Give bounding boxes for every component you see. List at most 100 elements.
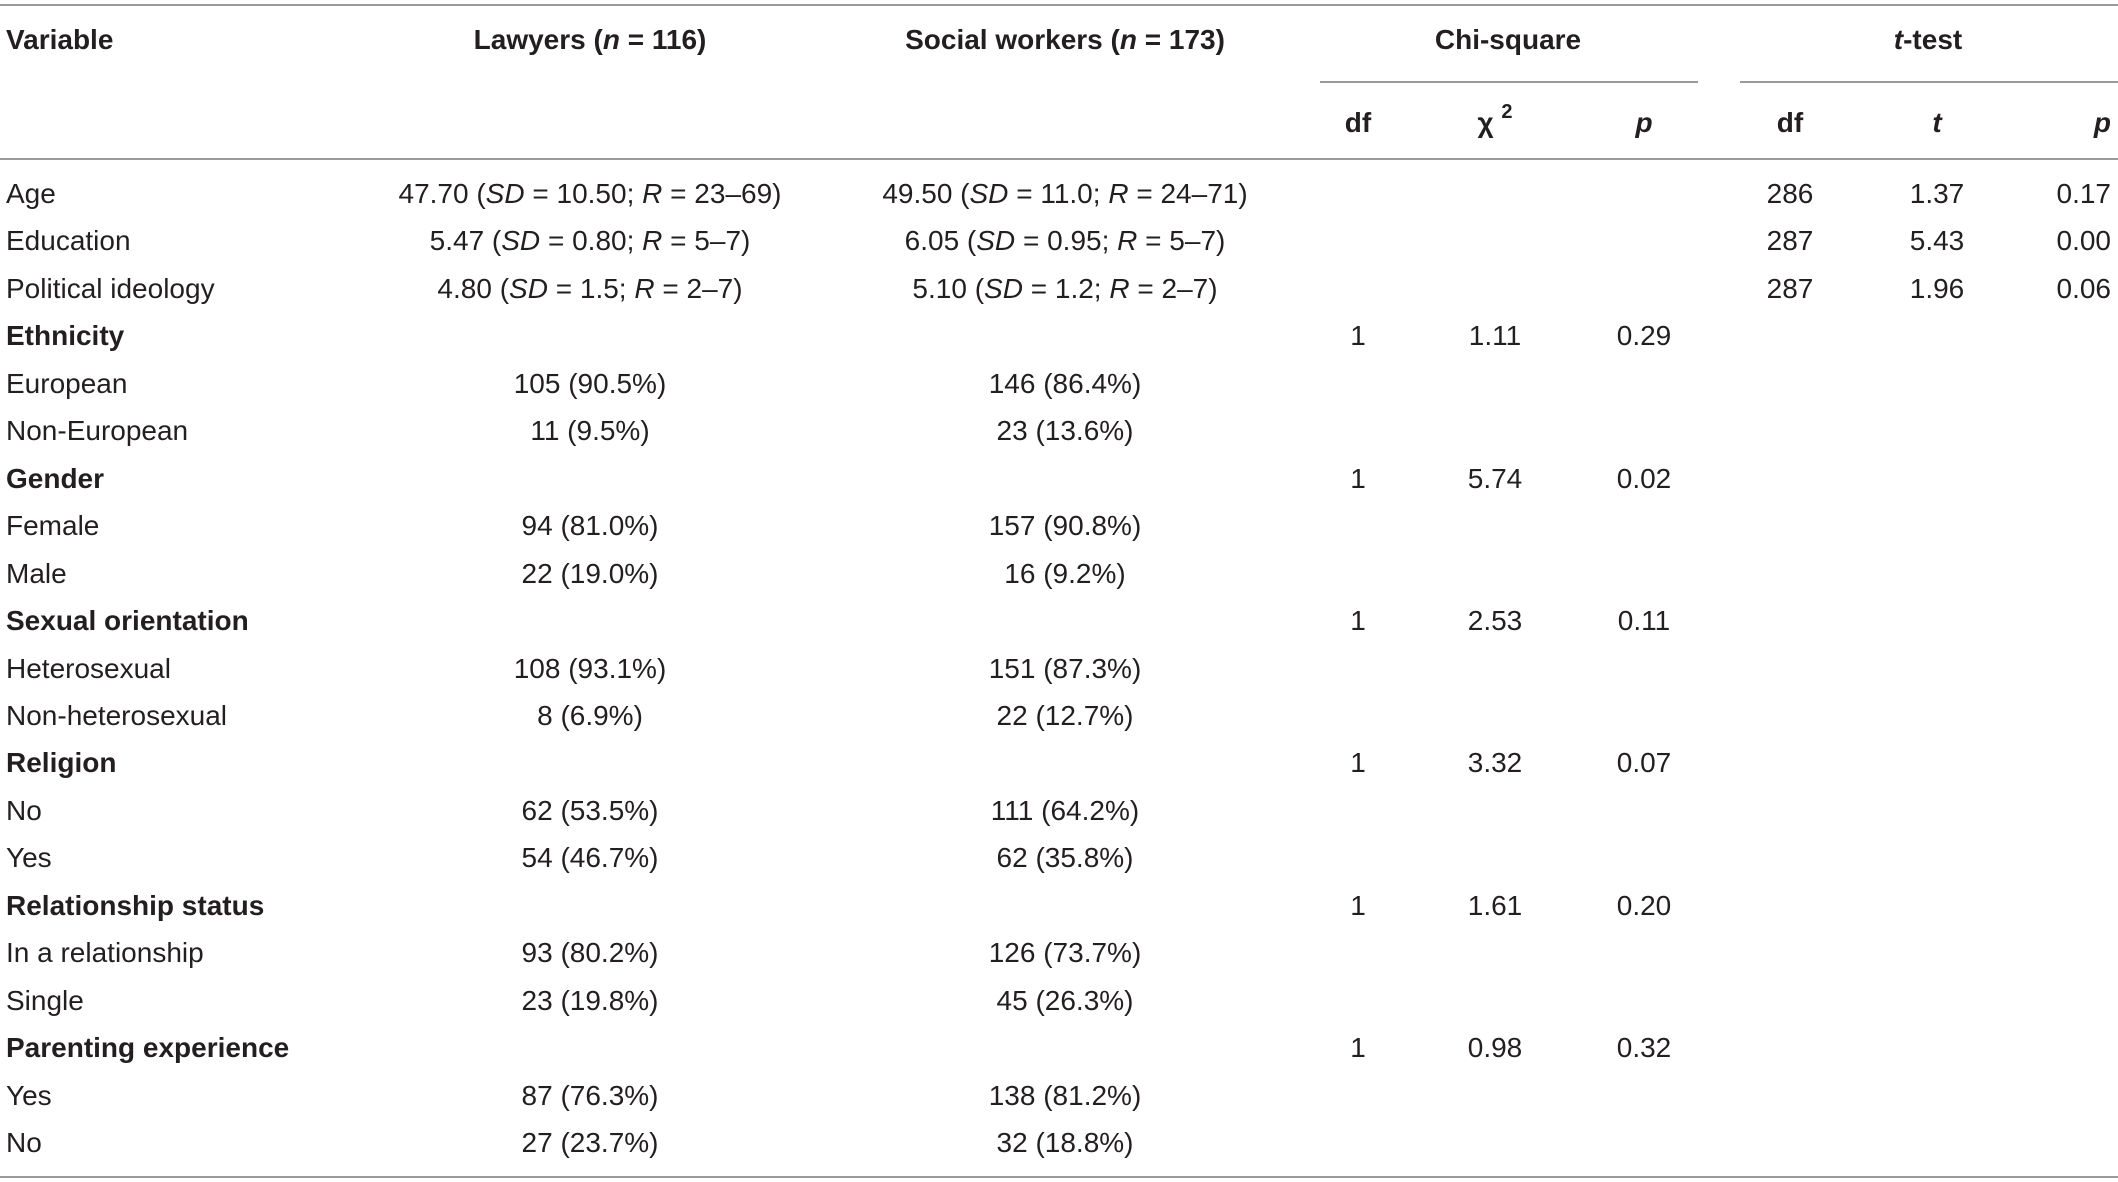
punctuation: = — [1008, 178, 1041, 209]
punctuation: = — [662, 178, 695, 209]
cell-range: 2–7 — [1161, 273, 1209, 304]
cell-lawyers: 11 (9.5%) — [530, 415, 650, 446]
stat-symbol: R — [634, 273, 655, 304]
cell-chi-df: 1 — [1350, 320, 1366, 351]
cell-label: Female — [6, 510, 100, 541]
cell-lawyers: 22 (19.0%) — [521, 558, 659, 589]
stat-symbol: R — [1108, 178, 1129, 209]
header-t-df: df — [1776, 107, 1804, 138]
cell-chi-p: 0.07 — [1616, 747, 1672, 778]
stat-symbol: R — [642, 178, 663, 209]
cell-label: Heterosexual — [6, 653, 171, 684]
cell-social: 126 (73.7%) — [988, 937, 1142, 968]
cell-chi-df: 1 — [1350, 890, 1366, 921]
cell-range: 5–7 — [1169, 225, 1217, 256]
cell-sd: 0.95 — [1047, 225, 1102, 256]
punctuation: = — [524, 178, 557, 209]
cell-lawyers: 8 (6.9%) — [537, 700, 643, 731]
cell-sd: 1.5 — [579, 273, 619, 304]
punctuation: ( — [952, 178, 970, 209]
cell-mean: 4.80 — [437, 273, 492, 304]
punctuation: ) — [1208, 273, 1218, 304]
cell-chi-stat: 0.98 — [1467, 1032, 1523, 1063]
cell-lawyers: 105 (90.5%) — [513, 368, 667, 399]
punctuation: = — [547, 273, 580, 304]
stat-symbol: SD — [976, 225, 1016, 256]
punctuation: ) — [772, 178, 782, 209]
t-test-span-rule — [1740, 81, 2118, 83]
cell-label: No — [6, 1127, 42, 1158]
punctuation: ; — [626, 178, 643, 209]
cell-lawyers: 47.70 (SD = 10.50; R = 23–69) — [398, 177, 781, 211]
cell-sd: 0.80 — [572, 225, 627, 256]
cell-label: European — [6, 368, 128, 399]
punctuation: = — [662, 225, 695, 256]
cell-t-t: 1.96 — [1909, 273, 1965, 304]
cell-sd: 11.0 — [1040, 178, 1093, 209]
header-social-post: = 173) — [1136, 24, 1225, 55]
header-lawyers: Lawyers (n = 116) — [474, 23, 707, 57]
cell-chi-stat: 5.74 — [1467, 463, 1523, 494]
punctuation: ; — [1092, 178, 1109, 209]
cell-t-df: 287 — [1766, 273, 1814, 304]
cell-t-p: 0.00 — [2056, 225, 2112, 256]
cell-range: 2–7 — [686, 273, 734, 304]
header-social-n: n — [1119, 24, 1137, 55]
punctuation: ) — [1216, 225, 1226, 256]
header-t-p: p — [2093, 107, 2111, 138]
cell-lawyers: 108 (93.1%) — [513, 653, 667, 684]
chi-square-span-rule — [1320, 81, 1698, 83]
cell-label: Political ideology — [6, 273, 215, 304]
punctuation: ; — [1101, 225, 1118, 256]
cell-sd: 1.2 — [1054, 273, 1094, 304]
header-variable: Variable — [6, 24, 114, 55]
punctuation: ( — [491, 273, 510, 304]
cell-range: 5–7 — [694, 225, 742, 256]
cell-chi-p: 0.29 — [1616, 320, 1672, 351]
punctuation: ( — [484, 225, 502, 256]
cell-label: Yes — [6, 842, 52, 873]
punctuation: = — [540, 225, 573, 256]
stat-symbol: SD — [984, 273, 1023, 304]
cell-mean: 49.50 — [882, 178, 953, 209]
cell-social: 22 (12.7%) — [996, 700, 1134, 731]
cell-chi-p: 0.11 — [1617, 605, 1671, 636]
cell-social: 23 (13.6%) — [996, 415, 1134, 446]
cell-label: Non-heterosexual — [6, 700, 228, 731]
header-t-test-t: t — [1893, 24, 1904, 55]
cell-social: 49.50 (SD = 11.0; R = 24–71) — [882, 177, 1247, 211]
cell-mean: 47.70 — [398, 178, 469, 209]
stat-symbol: SD — [485, 178, 525, 209]
cell-chi-stat: 2.53 — [1467, 605, 1523, 636]
cell-t-t: 5.43 — [1909, 225, 1965, 256]
punctuation: ; — [618, 273, 635, 304]
stat-symbol: SD — [501, 225, 541, 256]
cell-social: 138 (81.2%) — [988, 1080, 1142, 1111]
cell-lawyers: 62 (53.5%) — [521, 795, 659, 826]
header-lawyers-n: n — [602, 24, 620, 55]
cell-social: 6.05 (SD = 0.95; R = 5–7) — [905, 224, 1226, 258]
header-chi-stat: χ 2 — [1477, 102, 1512, 140]
cell-lawyers: 93 (80.2%) — [521, 937, 659, 968]
cell-t-p: 0.17 — [2056, 178, 2112, 209]
cell-lawyers: 5.47 (SD = 0.80; R = 5–7) — [430, 224, 751, 258]
header-t-test-rest: -test — [1903, 24, 1963, 55]
cell-mean: 5.47 — [429, 225, 485, 256]
stat-symbol: SD — [969, 178, 1009, 209]
cell-lawyers: 54 (46.7%) — [521, 842, 659, 873]
punctuation: ( — [959, 225, 977, 256]
table-bottom-rule — [0, 1176, 2118, 1178]
cell-sd: 10.50 — [556, 178, 627, 209]
stat-symbol: R — [642, 225, 663, 256]
cell-lawyers: 94 (81.0%) — [521, 510, 659, 541]
cell-label: Ethnicity — [6, 320, 125, 351]
table-top-rule — [0, 4, 2118, 6]
cell-range: 24–71 — [1160, 178, 1239, 209]
table-header-rule — [0, 158, 2118, 160]
cell-social: 32 (18.8%) — [996, 1127, 1134, 1158]
stat-symbol: R — [1117, 225, 1138, 256]
header-chi-df: df — [1344, 107, 1372, 138]
cell-t-t: 1.37 — [1909, 178, 1965, 209]
header-t-t: t — [1932, 107, 1942, 138]
punctuation: ; — [626, 225, 643, 256]
